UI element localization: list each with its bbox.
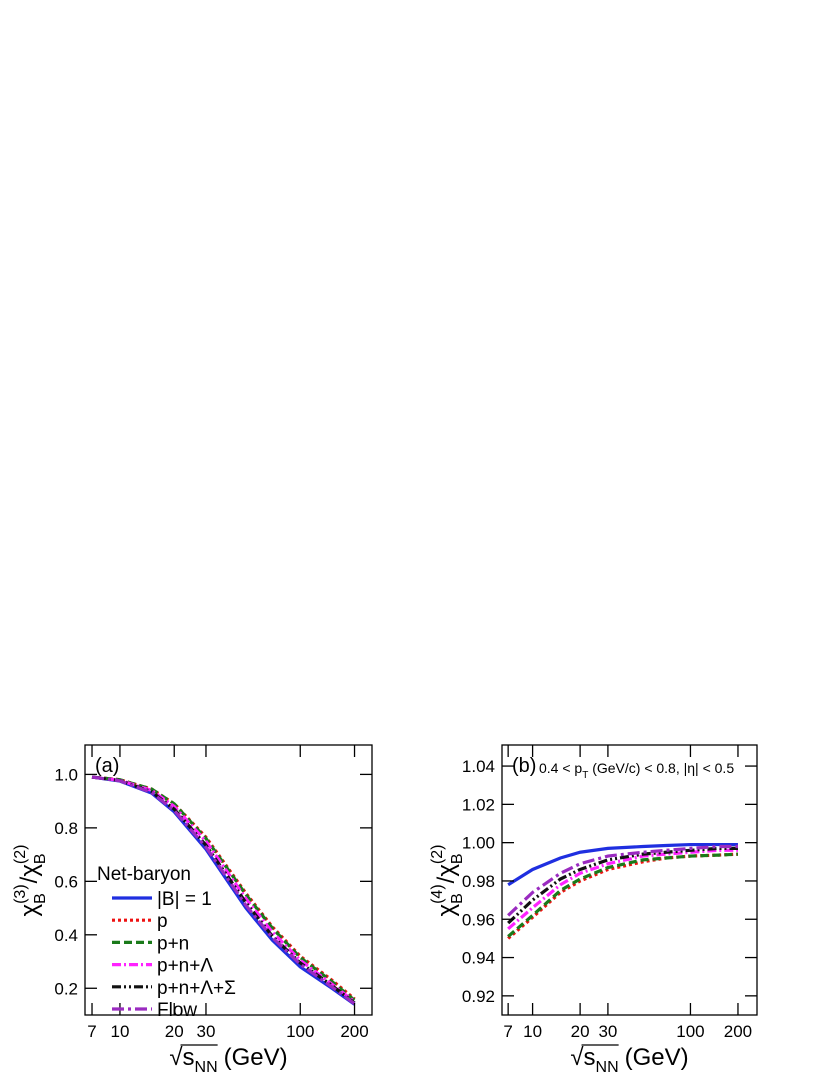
annotation: 0.4 < p bbox=[539, 760, 582, 776]
y-tick-label: 0.96 bbox=[462, 910, 495, 929]
legend-title: Net-baryon bbox=[97, 864, 191, 885]
y-label-main: /χ bbox=[433, 864, 460, 884]
y-tick-label: 0.98 bbox=[462, 872, 495, 891]
plot-frame bbox=[501, 744, 758, 1016]
x-label-root: √ bbox=[169, 1044, 183, 1071]
x-tick-label: 10 bbox=[110, 1022, 129, 1041]
series-line bbox=[507, 846, 738, 925]
annotation-rest: (GeV/c) < 0.8, |η| < 0.5 bbox=[588, 760, 734, 776]
y-tick-label: 1.00 bbox=[462, 834, 495, 853]
x-tick-label: 20 bbox=[571, 1022, 590, 1041]
x-tick-label: 100 bbox=[676, 1022, 704, 1041]
series-line bbox=[91, 775, 356, 1003]
y-label-sup: (2) bbox=[12, 845, 29, 865]
x-label-sub: NN bbox=[596, 1059, 619, 1075]
x-label-sub: NN bbox=[195, 1059, 218, 1075]
plot-frame bbox=[84, 744, 373, 1016]
x-tick-label: 30 bbox=[197, 1022, 216, 1041]
y-axis-label: χB(3)/χB(2) bbox=[12, 845, 49, 917]
y-tick-label: 0.4 bbox=[54, 926, 78, 945]
legend-label: p+n+Λ+Σ bbox=[157, 978, 236, 999]
y-label-sup: (4) bbox=[429, 884, 446, 904]
x-label-main: s bbox=[584, 1044, 596, 1071]
y-label-sup: (3) bbox=[12, 884, 29, 904]
y-axis-label: χB(4)/χB(2) bbox=[429, 845, 466, 917]
panel-label: (a) bbox=[95, 755, 119, 777]
x-tick-label: 7 bbox=[87, 1022, 96, 1041]
y-tick-label: 1.0 bbox=[54, 765, 78, 784]
x-label-root: √ bbox=[570, 1044, 584, 1071]
legend-label: |B| = 1 bbox=[157, 889, 212, 910]
series-line bbox=[91, 775, 356, 1006]
panel-label: (b) bbox=[512, 755, 536, 777]
y-tick-label: 0.8 bbox=[54, 819, 78, 838]
series-line bbox=[507, 852, 739, 938]
y-label-sub: B bbox=[449, 853, 466, 864]
legend-label: p bbox=[157, 911, 168, 932]
x-tick-label: 10 bbox=[523, 1022, 542, 1041]
y-label-sup: (2) bbox=[429, 845, 446, 865]
x-axis-label: √ s NN (GeV) bbox=[570, 1044, 688, 1075]
y-label-main: χ bbox=[16, 904, 43, 917]
y-tick-label: 1.04 bbox=[462, 757, 495, 776]
x-label-rest: (GeV) bbox=[625, 1044, 689, 1071]
x-label-rest: (GeV) bbox=[224, 1044, 288, 1071]
x-tick-label: 30 bbox=[598, 1022, 617, 1041]
x-tick-label: 7 bbox=[503, 1022, 512, 1041]
x-tick-label: 20 bbox=[165, 1022, 184, 1041]
y-label-sub: B bbox=[32, 893, 49, 904]
y-tick-label: 0.92 bbox=[462, 987, 495, 1006]
legend-label: Flow bbox=[157, 1000, 197, 1021]
x-tick-label: 200 bbox=[340, 1022, 368, 1041]
legend-label: p+n bbox=[157, 933, 189, 954]
y-tick-label: 0.6 bbox=[54, 872, 78, 891]
series-line bbox=[507, 842, 738, 887]
legend-label: p+n+Λ bbox=[157, 956, 213, 977]
series-line bbox=[91, 775, 356, 1002]
y-tick-label: 1.02 bbox=[462, 795, 495, 814]
x-tick-label: 100 bbox=[286, 1022, 314, 1041]
y-label-main: /χ bbox=[16, 864, 43, 884]
y-label-sub: B bbox=[32, 853, 49, 864]
series-line bbox=[507, 844, 738, 917]
y-tick-label: 0.2 bbox=[54, 979, 78, 998]
y-label-main: χ bbox=[433, 904, 460, 917]
x-label-main: s bbox=[183, 1044, 195, 1071]
x-tick-label: 200 bbox=[724, 1022, 752, 1041]
y-label-sub: B bbox=[449, 893, 466, 904]
annotation-sub: T bbox=[582, 770, 588, 781]
y-tick-label: 0.94 bbox=[462, 949, 495, 968]
series-line bbox=[507, 848, 738, 931]
x-axis-label: √ s NN (GeV) bbox=[169, 1044, 287, 1075]
